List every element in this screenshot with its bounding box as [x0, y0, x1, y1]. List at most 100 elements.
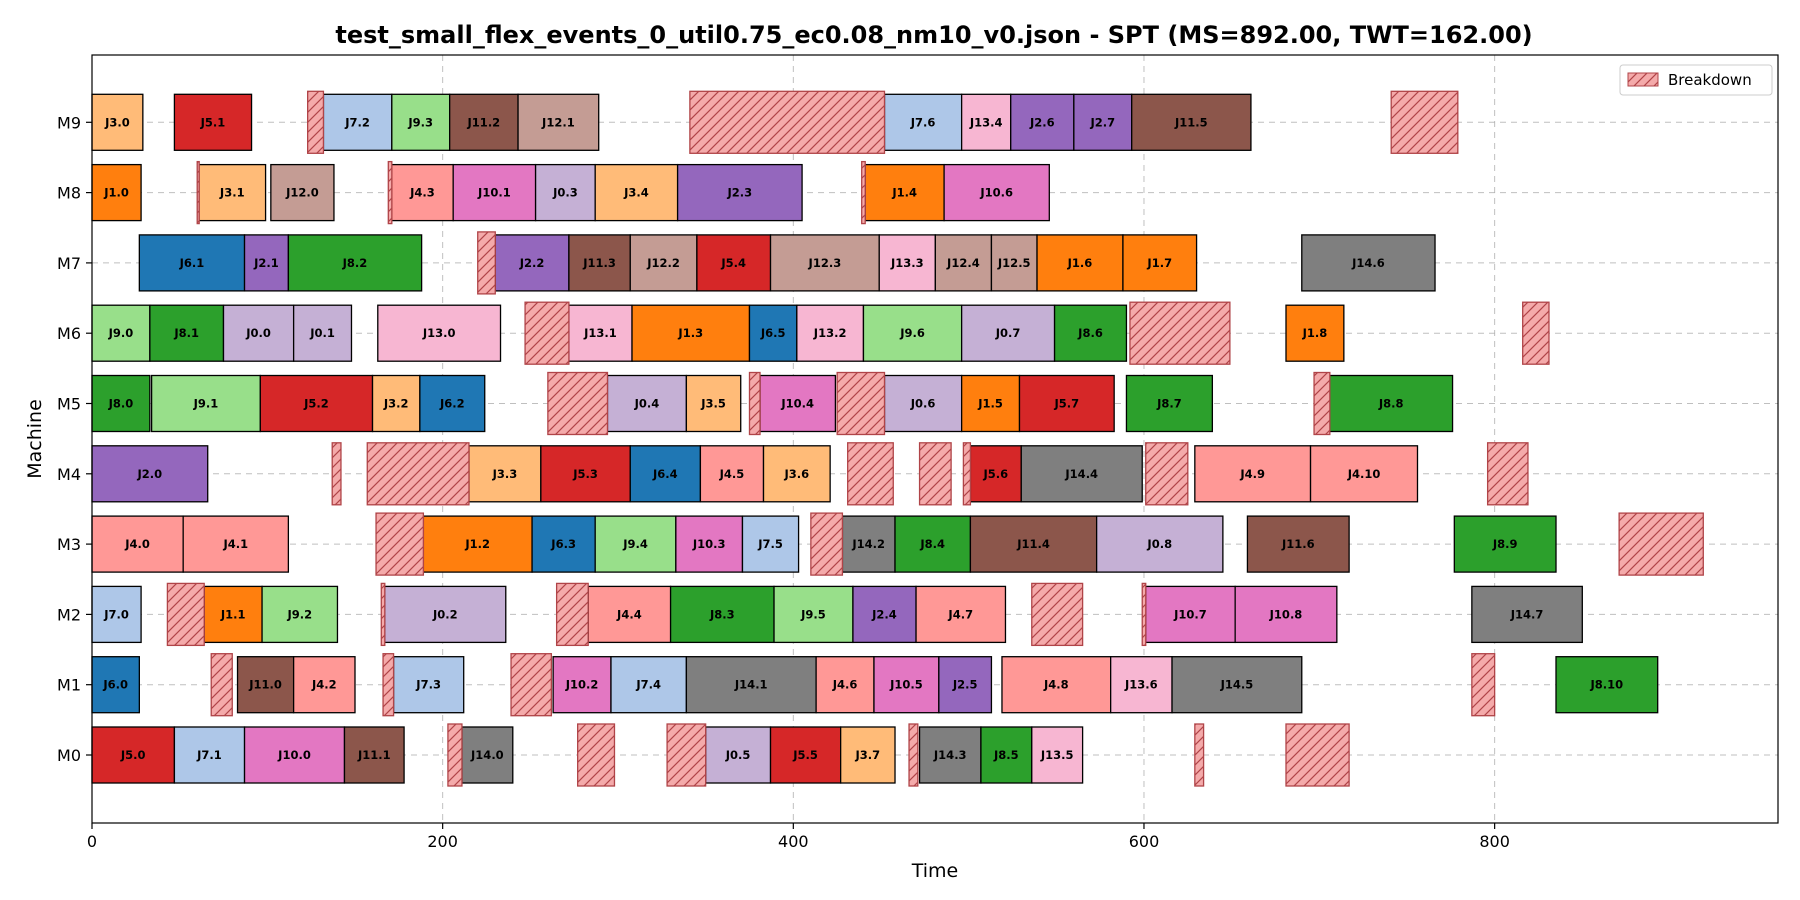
y-tick-label: M3 — [57, 535, 81, 554]
task-bar — [918, 726, 982, 784]
task-label: J6.1 — [179, 256, 205, 270]
task-label: J0.7 — [995, 326, 1021, 340]
task-bar — [243, 726, 346, 784]
task-bar — [594, 515, 677, 573]
task-label: J8.10 — [1590, 678, 1624, 692]
task-label: J1.7 — [1146, 256, 1172, 270]
breakdown-block — [836, 371, 886, 436]
task-label: J0.2 — [432, 607, 458, 621]
task-label: J12.1 — [541, 115, 575, 129]
breakdown-block — [1471, 653, 1496, 717]
x-tick-label: 600 — [1129, 832, 1160, 851]
breakdown-block — [210, 653, 233, 717]
task-label: J13.4 — [969, 115, 1003, 129]
task-bar — [243, 234, 290, 292]
task-label: J13.6 — [1124, 678, 1158, 692]
task-bar — [915, 585, 1007, 644]
task-bar — [270, 163, 335, 222]
breakdown-block — [524, 301, 570, 365]
task-label: J11.0 — [248, 678, 282, 692]
task-label: J7.4 — [635, 678, 661, 692]
task-label: J8.1 — [173, 326, 199, 340]
task-bar — [203, 585, 263, 644]
task-label: J9.4 — [622, 537, 648, 551]
task-bar — [606, 374, 688, 433]
task-label: J8.2 — [342, 256, 368, 270]
task-label: J0.3 — [552, 186, 578, 200]
chart-title: test_small_flex_events_0_util0.75_ec0.08… — [335, 21, 1532, 49]
task-bar — [1131, 93, 1252, 151]
task-label: J5.5 — [792, 748, 818, 762]
task-label: J14.7 — [1510, 607, 1544, 621]
task-label: J7.0 — [103, 607, 129, 621]
task-bar — [960, 374, 1021, 433]
task-bar — [91, 163, 142, 222]
task-bar — [1246, 515, 1350, 573]
task-bar — [878, 234, 936, 292]
task-label: J9.3 — [407, 115, 433, 129]
task-label: J0.6 — [910, 397, 936, 411]
task-bar — [568, 304, 633, 362]
task-bar — [840, 726, 896, 784]
task-bar — [1301, 234, 1436, 292]
task-label: J14.3 — [933, 748, 967, 762]
task-bar — [150, 374, 261, 433]
task-label: J4.1 — [222, 537, 248, 551]
breakdown-block — [1313, 371, 1331, 436]
task-bar — [91, 656, 140, 714]
breakdown-block — [382, 653, 395, 717]
task-bar — [969, 515, 1098, 573]
task-label: J3.1 — [219, 186, 245, 200]
task-label: J6.0 — [102, 678, 128, 692]
task-label: J5.4 — [720, 256, 746, 270]
breakdown-block — [1390, 90, 1459, 154]
task-bar — [222, 304, 295, 362]
task-label: J3.3 — [492, 467, 518, 481]
breakdown-block — [1031, 582, 1084, 647]
task-bar — [1122, 234, 1198, 292]
task-bar — [594, 163, 679, 222]
task-label: J6.2 — [439, 397, 465, 411]
task-bar — [769, 234, 880, 292]
task-label: J9.0 — [108, 326, 134, 340]
task-label: J9.2 — [286, 607, 312, 621]
breakdown-block — [666, 723, 707, 787]
task-bar — [1471, 585, 1583, 644]
task-label: J1.0 — [103, 186, 129, 200]
task-bar — [969, 445, 1022, 503]
task-bar — [91, 515, 184, 573]
task-bar — [1095, 515, 1224, 573]
task-bar — [1234, 585, 1338, 644]
task-bar — [1010, 93, 1075, 151]
task-label: J4.2 — [311, 678, 337, 692]
task-label: J3.2 — [383, 397, 409, 411]
task-bar — [517, 93, 600, 151]
task-bar — [631, 304, 751, 362]
task-bar — [685, 374, 742, 433]
task-bar — [261, 585, 339, 644]
task-bar — [182, 515, 290, 573]
breakdown-block — [1194, 723, 1205, 787]
task-label: J8.5 — [993, 748, 1019, 762]
task-label: J11.5 — [1174, 115, 1208, 129]
breakdown-block — [510, 653, 553, 717]
y-tick-label: M2 — [57, 605, 81, 624]
task-label: J11.6 — [1281, 537, 1315, 551]
x-tick-label: 200 — [427, 832, 458, 851]
breakdown-block — [1285, 723, 1350, 787]
task-label: J13.3 — [890, 256, 924, 270]
task-label: J2.3 — [727, 186, 753, 200]
task-label: J2.1 — [253, 256, 279, 270]
task-label: J8.8 — [1378, 397, 1404, 411]
breakdown-block — [908, 723, 919, 787]
task-bar — [873, 656, 940, 714]
axes-layer: 0 200 400 600 800 M0 M1 M2 M3 M4 M5 M6 M7 M8 M9 — [57, 113, 1510, 851]
task-label: J14.6 — [1351, 256, 1385, 270]
task-label: J1.1 — [220, 607, 246, 621]
task-label: J4.10 — [1347, 467, 1381, 481]
breakdown-block — [861, 160, 866, 225]
x-tick-label: 800 — [1479, 832, 1510, 851]
task-bar — [796, 304, 865, 362]
task-label: J7.1 — [196, 748, 222, 762]
